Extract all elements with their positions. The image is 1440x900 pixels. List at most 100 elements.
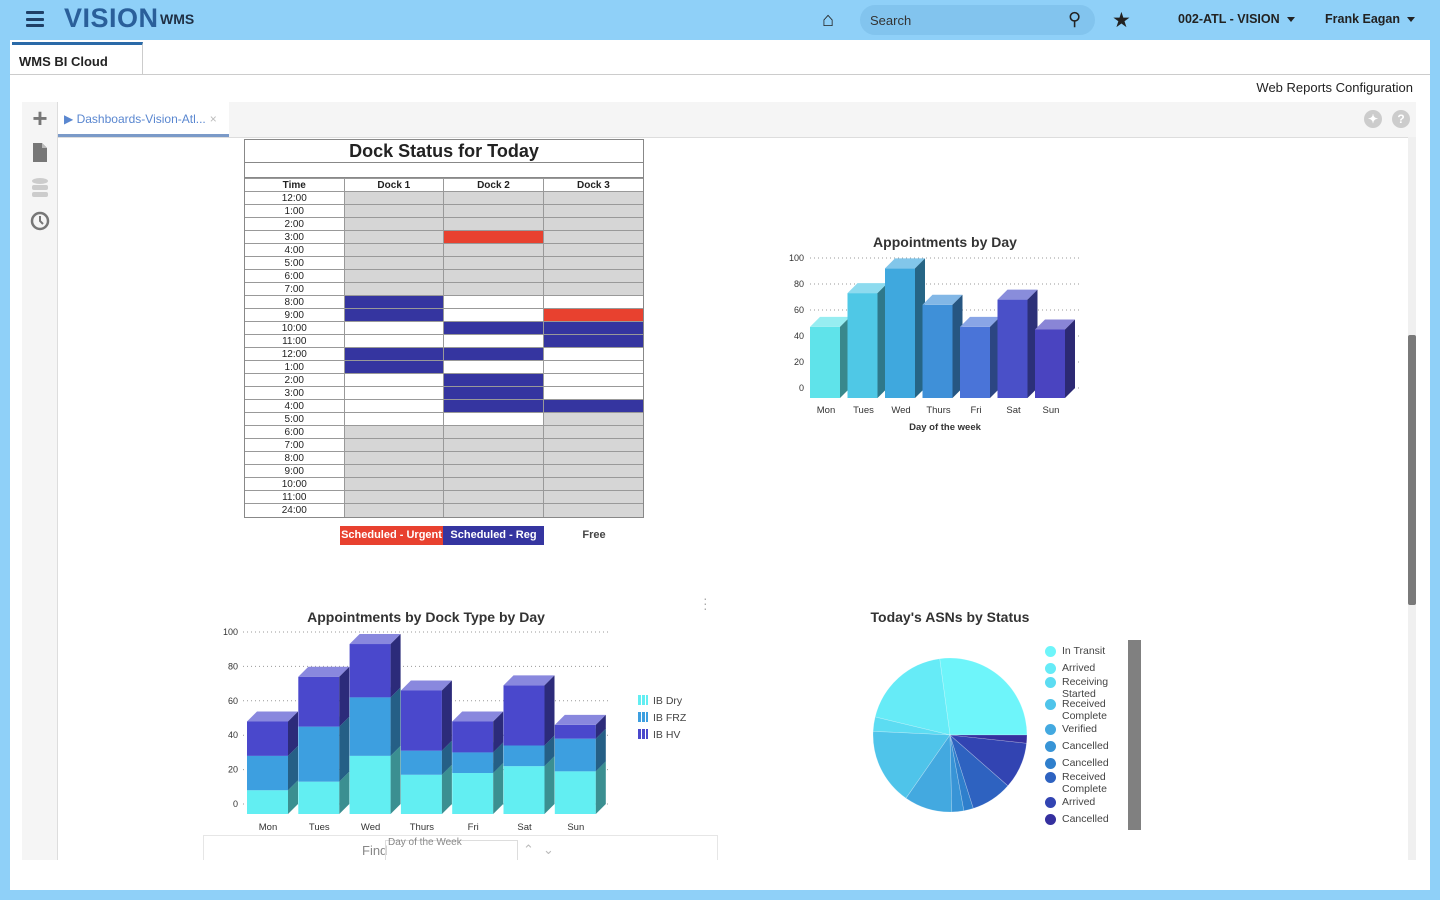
dock-slot-reg[interactable]: [443, 373, 544, 387]
dock-slot-off[interactable]: [542, 230, 643, 244]
dock-slot-free[interactable]: [443, 360, 544, 374]
legend-item[interactable]: Received Complete: [1045, 771, 1112, 795]
legend-item[interactable]: IB FRZ: [638, 712, 686, 724]
dock-slot-off[interactable]: [443, 425, 544, 439]
dock-slot-off[interactable]: [542, 477, 643, 491]
dock-slot-off[interactable]: [542, 425, 643, 439]
dock-slot-off[interactable]: [343, 204, 445, 218]
dock-slot-reg[interactable]: [542, 399, 643, 413]
find-previous-chevron-up-icon[interactable]: ⌃: [523, 842, 534, 857]
dock-slot-off[interactable]: [343, 191, 445, 205]
dock-slot-urgent[interactable]: [542, 308, 643, 322]
tools-icon[interactable]: ✦: [1364, 110, 1382, 128]
dock-slot-free[interactable]: [443, 412, 544, 426]
dock-slot-free[interactable]: [343, 321, 445, 335]
dock-slot-off[interactable]: [542, 269, 643, 283]
legend-item[interactable]: IB HV: [638, 729, 686, 741]
tab-wms-bi-cloud[interactable]: WMS BI Cloud: [12, 42, 143, 75]
dock-slot-off[interactable]: [343, 230, 445, 244]
hamburger-menu-icon[interactable]: [26, 11, 44, 27]
dock-slot-off[interactable]: [343, 464, 445, 478]
dock-slot-off[interactable]: [443, 243, 544, 257]
dock-slot-off[interactable]: [542, 451, 643, 465]
dock-slot-free[interactable]: [343, 399, 445, 413]
dock-slot-free[interactable]: [542, 386, 643, 400]
legend-item[interactable]: Cancelled: [1045, 740, 1112, 752]
legend-item[interactable]: Arrived: [1045, 662, 1112, 674]
dock-slot-off[interactable]: [343, 243, 445, 257]
dock-slot-off[interactable]: [343, 269, 445, 283]
dock-slot-free[interactable]: [542, 295, 643, 309]
document-icon[interactable]: [30, 143, 50, 163]
vision-logo[interactable]: VISION: [64, 3, 159, 33]
dock-slot-off[interactable]: [443, 191, 544, 205]
dock-slot-off[interactable]: [443, 490, 544, 504]
search-input[interactable]: [860, 5, 1095, 35]
dock-slot-reg[interactable]: [443, 321, 544, 335]
database-icon[interactable]: [30, 177, 50, 197]
legend-item[interactable]: IB Dry: [638, 695, 686, 707]
facility-dropdown[interactable]: 002-ATL - VISION: [1178, 12, 1295, 26]
dock-slot-free[interactable]: [443, 295, 544, 309]
close-icon[interactable]: ×: [209, 112, 217, 126]
dock-slot-off[interactable]: [443, 438, 544, 452]
dock-slot-reg[interactable]: [443, 386, 544, 400]
dock-slot-free[interactable]: [443, 334, 544, 348]
dock-slot-off[interactable]: [443, 204, 544, 218]
dock-slot-off[interactable]: [542, 191, 643, 205]
more-options-icon[interactable]: · · ·: [703, 590, 708, 616]
legend-item[interactable]: Received Complete: [1045, 698, 1112, 722]
dock-slot-off[interactable]: [443, 477, 544, 491]
dock-slot-off[interactable]: [542, 464, 643, 478]
dock-slot-off[interactable]: [542, 438, 643, 452]
dock-slot-reg[interactable]: [343, 308, 445, 322]
dock-slot-off[interactable]: [343, 217, 445, 231]
dock-slot-off[interactable]: [542, 204, 643, 218]
dock-slot-off[interactable]: [542, 243, 643, 257]
dock-slot-off[interactable]: [443, 217, 544, 231]
dock-slot-reg[interactable]: [343, 360, 445, 374]
web-reports-configuration-link[interactable]: Web Reports Configuration: [1256, 80, 1413, 95]
dock-slot-off[interactable]: [443, 503, 544, 517]
dock-slot-off[interactable]: [343, 282, 445, 296]
dock-slot-off[interactable]: [542, 217, 643, 231]
dock-slot-free[interactable]: [343, 412, 445, 426]
help-icon[interactable]: ?: [1392, 110, 1410, 128]
legend-item[interactable]: In Transit: [1045, 645, 1112, 657]
user-menu-dropdown[interactable]: Frank Eagan: [1325, 12, 1416, 26]
dock-slot-off[interactable]: [343, 503, 445, 517]
dock-slot-free[interactable]: [542, 360, 643, 374]
dock-slot-off[interactable]: [542, 490, 643, 504]
dock-slot-free[interactable]: [542, 347, 643, 361]
dock-slot-off[interactable]: [542, 282, 643, 296]
dock-slot-off[interactable]: [443, 269, 544, 283]
search-icon[interactable]: ⚲: [1068, 9, 1082, 29]
tab-dashboard[interactable]: ▶ Dashboards-Vision-Atl... ×: [58, 102, 229, 137]
dock-slot-reg[interactable]: [542, 334, 643, 348]
dock-slot-off[interactable]: [343, 438, 445, 452]
find-next-chevron-down-icon[interactable]: ⌄: [543, 842, 554, 857]
legend-item[interactable]: Arrived: [1045, 796, 1112, 808]
scrollbar-thumb[interactable]: [1408, 335, 1416, 605]
dock-slot-free[interactable]: [542, 373, 643, 387]
dock-slot-off[interactable]: [343, 256, 445, 270]
dock-slot-off[interactable]: [443, 282, 544, 296]
clock-icon[interactable]: [30, 211, 50, 231]
legend-item[interactable]: Verified: [1045, 723, 1112, 735]
dock-slot-reg[interactable]: [343, 295, 445, 309]
dock-slot-off[interactable]: [542, 256, 643, 270]
dock-slot-reg[interactable]: [343, 347, 445, 361]
find-input[interactable]: [385, 840, 518, 860]
dock-slot-urgent[interactable]: [443, 230, 544, 244]
dock-slot-off[interactable]: [443, 464, 544, 478]
dock-slot-off[interactable]: [542, 412, 643, 426]
dock-slot-off[interactable]: [443, 256, 544, 270]
dock-slot-free[interactable]: [343, 334, 445, 348]
legend-item[interactable]: Receiving Started: [1045, 676, 1112, 700]
dock-slot-free[interactable]: [343, 373, 445, 387]
dock-slot-off[interactable]: [443, 451, 544, 465]
legend-item[interactable]: Cancelled: [1045, 757, 1112, 769]
dock-slot-reg[interactable]: [443, 347, 544, 361]
home-icon[interactable]: ⌂: [822, 9, 835, 31]
dock-slot-reg[interactable]: [443, 399, 544, 413]
